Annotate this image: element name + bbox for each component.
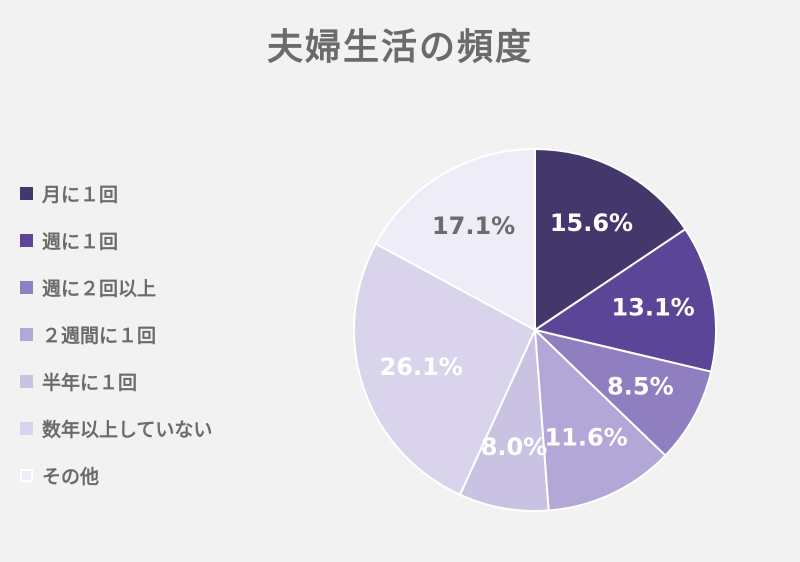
legend: 月に１回 週に１回 週に２回以上 ２週間に１回 半年に１回 数年以上していない … bbox=[20, 170, 212, 499]
pie-slice bbox=[534, 147, 687, 332]
legend-item: 半年に１回 bbox=[20, 358, 212, 405]
slice-value-label: 26.1% bbox=[380, 353, 463, 381]
legend-label: 数年以上していない bbox=[42, 419, 213, 441]
slice-value-label: 15.6% bbox=[550, 209, 633, 237]
legend-swatch bbox=[20, 281, 33, 294]
pie-slice bbox=[374, 147, 536, 332]
legend-item: 月に１回 bbox=[20, 170, 212, 217]
legend-label: 月に１回 bbox=[42, 184, 119, 206]
pie-slice bbox=[458, 329, 550, 512]
pie-slice bbox=[532, 227, 717, 373]
slice-value-label: 17.1% bbox=[432, 212, 515, 240]
legend-swatch bbox=[20, 234, 33, 247]
pie-slice bbox=[533, 327, 667, 512]
legend-label: その他 bbox=[42, 466, 100, 488]
slice-value-label: 8.5% bbox=[607, 372, 674, 400]
legend-label: 週に１回 bbox=[42, 231, 119, 253]
legend-item: ２週間に１回 bbox=[20, 311, 212, 358]
legend-label: ２週間に１回 bbox=[42, 325, 157, 347]
legend-swatch bbox=[20, 187, 33, 200]
slice-value-label: 11.6% bbox=[544, 424, 627, 452]
legend-item: 週に１回 bbox=[20, 217, 212, 264]
legend-swatch bbox=[20, 328, 33, 341]
chart-title: 夫婦生活の頻度 bbox=[266, 27, 533, 68]
pie-slice bbox=[531, 328, 713, 457]
slice-value-label: 13.1% bbox=[611, 294, 694, 322]
legend-swatch bbox=[20, 375, 33, 388]
legend-item: 週に２回以上 bbox=[20, 264, 212, 311]
legend-label: 週に２回以上 bbox=[42, 278, 157, 300]
legend-label: 半年に１回 bbox=[42, 372, 138, 394]
slice-value-label: 8.0% bbox=[481, 433, 548, 461]
legend-item: その他 bbox=[20, 452, 212, 499]
legend-swatch bbox=[20, 422, 33, 435]
legend-item: 数年以上していない bbox=[20, 405, 212, 452]
legend-swatch bbox=[20, 469, 33, 482]
